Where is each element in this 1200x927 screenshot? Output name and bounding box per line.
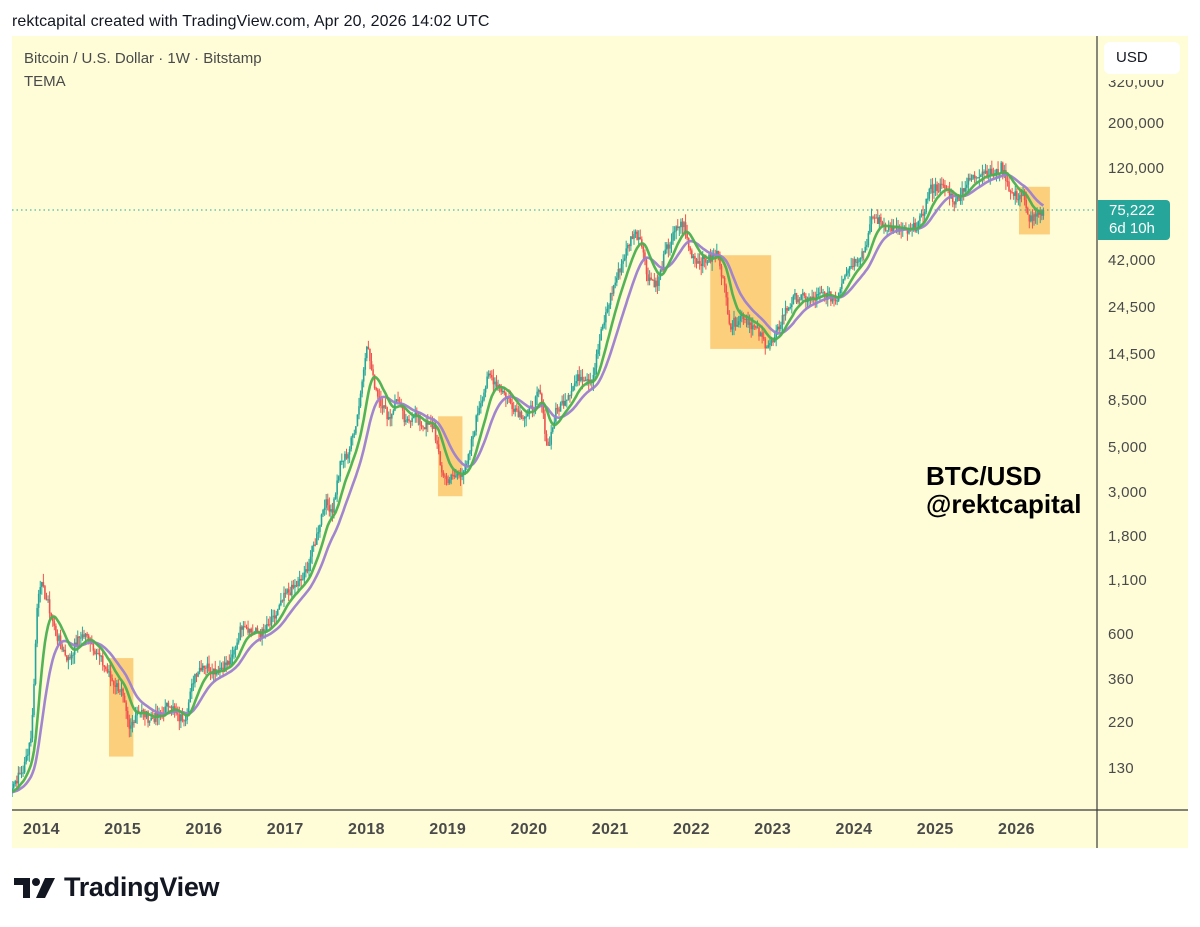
price-tick-label: 42,000 (1108, 252, 1156, 269)
brand-name: TradingView (64, 872, 220, 902)
price-tick-label: 14,500 (1108, 346, 1156, 363)
year-tick-label: 2019 (429, 821, 467, 838)
price-tick-label: 1,800 (1108, 528, 1148, 545)
year-tick-label: 2018 (348, 821, 385, 838)
price-tick-label: 3,000 (1108, 484, 1148, 501)
tema-slow-line[interactable] (12, 173, 1045, 794)
last-price-value: 75,222 (1109, 202, 1155, 219)
tema-fast-line[interactable] (12, 170, 1044, 793)
price-tick-label: 320,000 (1108, 74, 1165, 91)
price-tick-label: 8,500 (1108, 392, 1148, 409)
year-tick-label: 2025 (916, 821, 954, 838)
price-tick-label: 1,100 (1108, 572, 1148, 589)
price-tick-label: 5,000 (1108, 439, 1148, 456)
watermark-author: @rektcapital (926, 489, 1082, 519)
tradingview-brand[interactable]: TradingView (14, 872, 220, 903)
price-tick-label: 130 (1108, 760, 1134, 777)
year-tick-label: 2014 (23, 821, 60, 838)
symbol-legend[interactable]: Bitcoin / U.S. Dollar · 1W · Bitstamp (24, 50, 262, 67)
year-tick-label: 2023 (754, 821, 792, 838)
bar-countdown: 6d 10h (1109, 220, 1155, 237)
year-tick-label: 2024 (835, 821, 873, 838)
tradingview-logo-icon (14, 877, 55, 898)
chart-pane[interactable] (12, 36, 1188, 848)
year-tick-label: 2020 (510, 821, 548, 838)
price-tick-label: 220 (1108, 714, 1134, 731)
year-tick-label: 2015 (104, 821, 142, 838)
year-tick-label: 2016 (185, 821, 223, 838)
last-price-label: 75,222 6d 10h (1098, 200, 1170, 240)
price-tick-label: 600 (1108, 626, 1134, 643)
highlight-box[interactable] (109, 658, 134, 757)
price-tick-label: 360 (1108, 671, 1134, 688)
year-tick-label: 2017 (266, 821, 304, 838)
price-tick-label: 24,500 (1108, 299, 1156, 316)
price-tick-label: 120,000 (1108, 160, 1165, 177)
chart-caption: rektcapital created with TradingView.com… (12, 13, 490, 30)
year-tick-label: 2026 (998, 821, 1035, 838)
watermark-symbol: BTC/USD (926, 461, 1042, 491)
year-tick-label: 2022 (673, 821, 710, 838)
price-chart[interactable] (12, 36, 1188, 848)
indicator-legend[interactable]: TEMA (24, 73, 66, 90)
watermark: BTC/USD @rektcapital (926, 462, 1081, 518)
price-tick-label: 200,000 (1108, 115, 1165, 132)
currency-button[interactable]: USD (1104, 42, 1180, 74)
year-tick-label: 2021 (591, 821, 629, 838)
